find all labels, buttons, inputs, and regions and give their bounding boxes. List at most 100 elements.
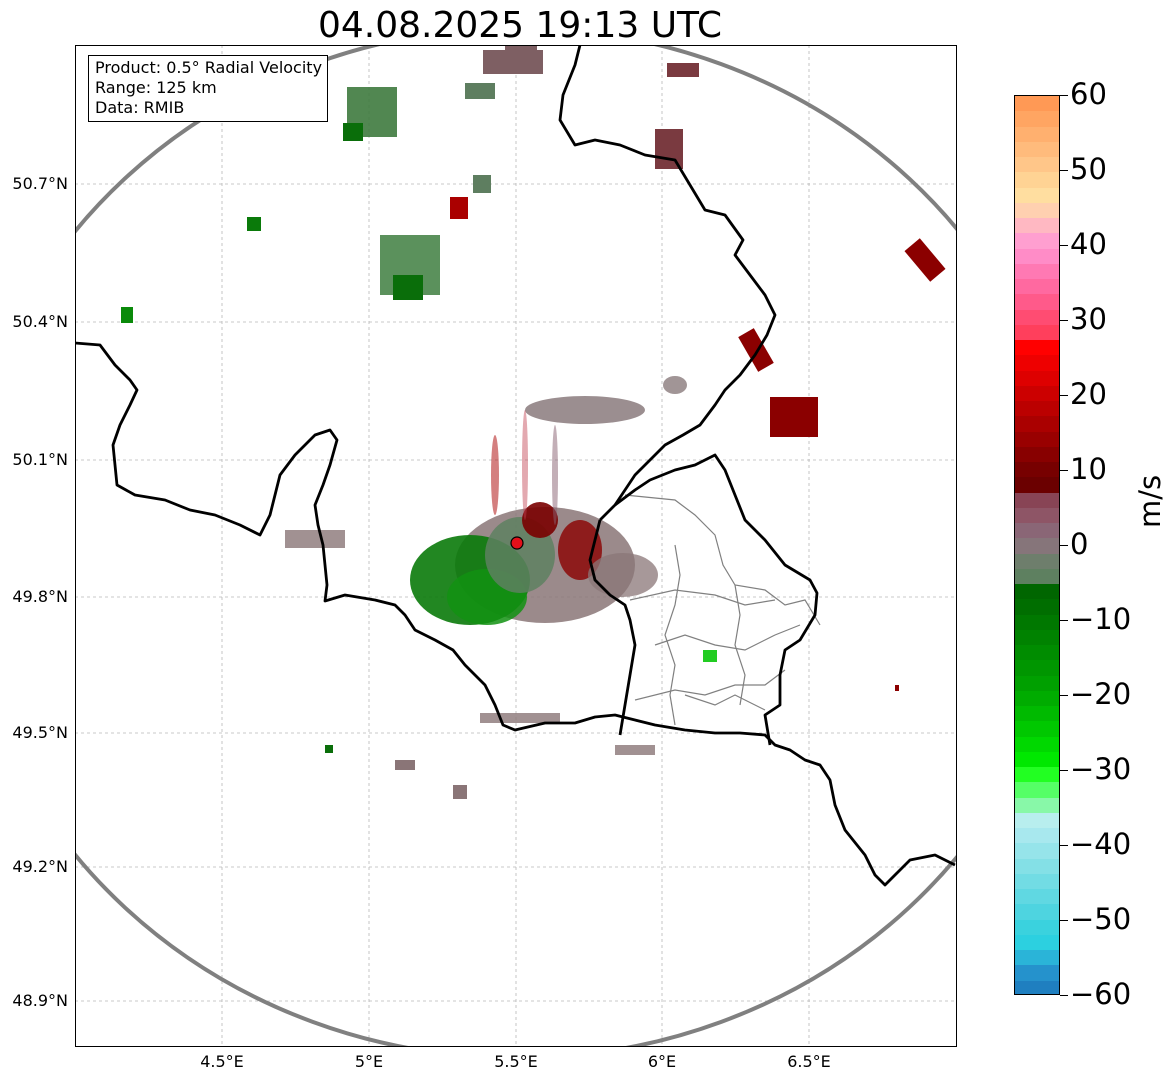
colorbar-tick [1060, 470, 1068, 471]
colorbar-tick [1060, 95, 1068, 96]
info-data-source: Data: RMIB [95, 98, 185, 117]
colorbar-unit-label: m/s [1133, 474, 1167, 528]
colorbar-segment [1015, 126, 1059, 143]
colorbar-segment [1015, 980, 1059, 994]
lat-label: 50.7°N [12, 174, 68, 193]
colorbar-segment [1015, 172, 1059, 189]
lon-label: 4.5°E [200, 1052, 244, 1071]
colorbar-tick [1060, 920, 1068, 921]
colorbar-segment [1015, 370, 1059, 387]
colorbar-segment [1015, 812, 1059, 830]
country-borders [75, 45, 956, 887]
colorbar-segment [1015, 660, 1059, 677]
colorbar-tick-label: 30 [1070, 302, 1107, 336]
colorbar-segment [1015, 889, 1059, 906]
colorbar-tick-label: 60 [1070, 77, 1107, 111]
colorbar-segment [1015, 797, 1059, 814]
info-box: Product: 0.5° Radial Velocity Range: 125… [88, 55, 329, 122]
colorbar-segment [1015, 965, 1059, 982]
info-range: Range: 125 km [95, 78, 217, 97]
colorbar-segment [1015, 782, 1059, 799]
colorbar-segment [1015, 416, 1059, 433]
colorbar-segment [1015, 294, 1059, 311]
colorbar-segment [1015, 523, 1059, 540]
colorbar-segment [1015, 843, 1059, 860]
colorbar-segment [1015, 721, 1059, 738]
colorbar-segment [1015, 233, 1059, 250]
colorbar-segment [1015, 614, 1059, 631]
colorbar-segment [1015, 157, 1059, 174]
colorbar-segment [1015, 690, 1059, 708]
colorbar-segment [1015, 584, 1059, 601]
velocity-echoes [121, 45, 946, 799]
lat-label: 50.1°N [12, 450, 68, 469]
colorbar-tick-label: −50 [1070, 902, 1132, 936]
colorbar-segment [1015, 462, 1059, 479]
colorbar-segment [1015, 279, 1059, 296]
colorbar-segment [1015, 431, 1059, 448]
colorbar-segment [1015, 340, 1059, 357]
colorbar-tick [1060, 545, 1068, 546]
colorbar-tick-label: 10 [1070, 452, 1107, 486]
colorbar-segment [1015, 187, 1059, 204]
colorbar-segment [1015, 767, 1059, 784]
lat-label: 48.9°N [12, 991, 68, 1010]
colorbar-tick-label: −10 [1070, 602, 1132, 636]
colorbar-segment [1015, 248, 1059, 265]
colorbar-segment [1015, 873, 1059, 891]
colorbar-segment [1015, 919, 1059, 936]
lat-label: 49.2°N [12, 857, 68, 876]
colorbar-segment [1015, 904, 1059, 921]
colorbar-tick [1060, 845, 1068, 846]
info-product: Product: 0.5° Radial Velocity [95, 58, 323, 77]
colorbar-segment [1015, 934, 1059, 952]
admin-borders [624, 494, 821, 726]
colorbar-segment [1015, 309, 1059, 326]
colorbar-segment [1015, 324, 1059, 342]
colorbar-tick-label: −40 [1070, 827, 1132, 861]
chart-title: 04.08.2025 19:13 UTC [317, 5, 723, 46]
colorbar-segment [1015, 446, 1059, 464]
colorbar-tick-label: −20 [1070, 677, 1132, 711]
colorbar-tick-label: 0 [1070, 527, 1089, 561]
colorbar-tick-label: 40 [1070, 227, 1107, 261]
colorbar-segment [1015, 553, 1059, 570]
colorbar-segment [1015, 263, 1059, 281]
colorbar-tick [1060, 620, 1068, 621]
colorbar [1014, 95, 1060, 995]
colorbar-segment [1015, 568, 1059, 586]
colorbar-segment [1015, 202, 1059, 220]
colorbar-segment [1015, 858, 1059, 875]
colorbar-tick-label: −60 [1070, 977, 1132, 1011]
lat-label: 49.5°N [12, 723, 68, 742]
colorbar-segment [1015, 599, 1059, 616]
colorbar-segment [1015, 355, 1059, 372]
radar-site-marker[interactable] [510, 536, 524, 550]
colorbar-segment [1015, 950, 1059, 967]
lon-label: 6°E [647, 1052, 677, 1071]
colorbar-tick [1060, 320, 1068, 321]
colorbar-tick-label: 20 [1070, 377, 1107, 411]
lon-label: 5°E [354, 1052, 384, 1071]
colorbar-segment [1015, 492, 1059, 509]
lat-label: 50.4°N [12, 312, 68, 331]
colorbar-segment [1015, 645, 1059, 662]
colorbar-segment [1015, 706, 1059, 723]
colorbar-tick [1060, 770, 1068, 771]
lon-label: 6.5°E [787, 1052, 831, 1071]
colorbar-segment [1015, 477, 1059, 494]
colorbar-tick-label: 50 [1070, 152, 1107, 186]
lon-label: 5.5°E [494, 1052, 538, 1071]
colorbar-tick [1060, 695, 1068, 696]
colorbar-segment [1015, 385, 1059, 403]
lat-label: 49.8°N [12, 587, 68, 606]
colorbar-segment [1015, 629, 1059, 647]
colorbar-segment [1015, 507, 1059, 525]
colorbar-tick [1060, 245, 1068, 246]
colorbar-segment [1015, 538, 1059, 555]
colorbar-tick [1060, 995, 1068, 996]
colorbar-tick-label: −30 [1070, 752, 1132, 786]
radar-map[interactable] [75, 45, 957, 1047]
colorbar-segment [1015, 141, 1059, 158]
colorbar-tick [1060, 170, 1068, 171]
